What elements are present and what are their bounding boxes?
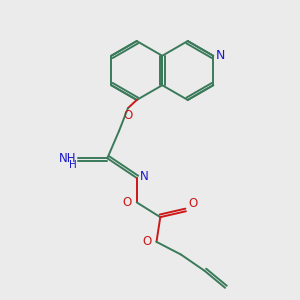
Text: NH: NH <box>59 152 76 165</box>
Text: O: O <box>122 196 131 209</box>
Text: O: O <box>123 109 133 122</box>
Text: N: N <box>216 49 225 62</box>
Text: H: H <box>69 160 76 170</box>
Text: N: N <box>140 170 149 183</box>
Text: O: O <box>188 197 197 210</box>
Text: O: O <box>143 236 152 248</box>
